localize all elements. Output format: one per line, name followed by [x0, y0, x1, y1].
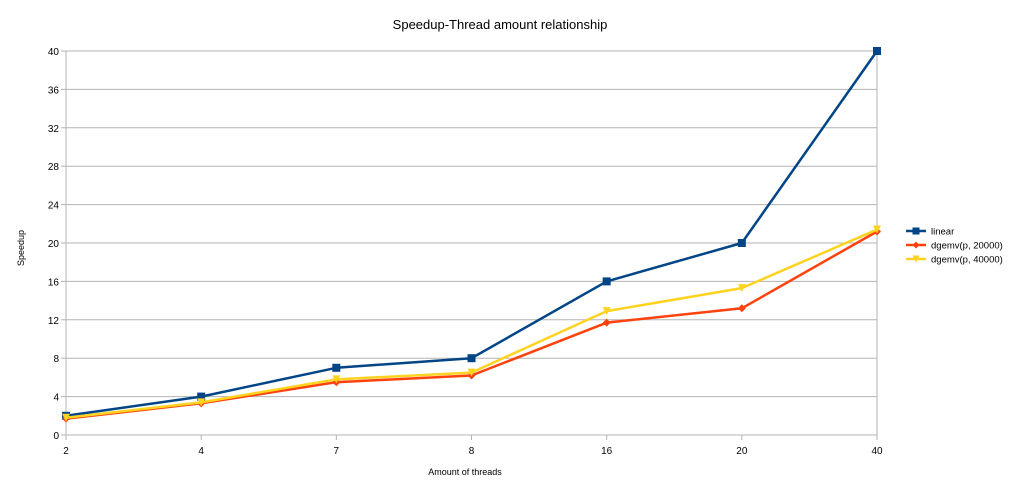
y-tick-label: 0 [53, 431, 59, 442]
x-tick-label: 8 [469, 446, 475, 457]
legend-label: dgemv(p, 40000) [931, 255, 1003, 266]
data-point [467, 368, 476, 377]
data-point [332, 363, 341, 372]
data-point [197, 392, 206, 401]
y-axis-ticks: 0 4 8 12 16 20 24 28 32 36 40 [48, 47, 66, 442]
y-tick-label: 32 [48, 124, 60, 135]
legend-swatch-marker [912, 227, 920, 235]
data-point [873, 47, 881, 55]
series-line [65, 230, 878, 420]
data-point [737, 304, 746, 313]
x-tick-label: 2 [63, 446, 69, 457]
data-point [737, 284, 746, 293]
series-layer [62, 47, 881, 423]
y-tick-label: 24 [48, 201, 60, 212]
legend-swatch-marker [912, 241, 920, 249]
data-point [197, 398, 206, 407]
series-line [65, 228, 878, 419]
data-point [62, 413, 70, 422]
y-tick-label: 40 [48, 47, 60, 58]
chart-title: Speedup-Thread amount relationship [393, 17, 608, 32]
y-tick-label: 4 [53, 393, 59, 404]
x-tick-label: 40 [871, 446, 883, 457]
legend-item: linear [906, 227, 954, 238]
legend-label: dgemv(p, 20000) [931, 241, 1003, 252]
x-axis-label: Amount of threads [428, 467, 502, 477]
legend-item: dgemv(p, 40000) [906, 255, 1003, 266]
data-point [602, 307, 611, 316]
legend-swatch-marker [912, 255, 920, 263]
data-point [602, 277, 611, 286]
series-dgemv-p-20000 [62, 227, 881, 423]
x-tick-label: 7 [334, 446, 340, 457]
legend: linear dgemv(p, 20000) dgemv(p, 40000) [906, 227, 1003, 266]
data-point [737, 239, 746, 247]
x-axis-ticks: 2 4 7 8 16 20 40 [63, 435, 883, 457]
y-tick-label: 28 [48, 162, 60, 173]
data-point [873, 225, 881, 234]
data-point [332, 375, 341, 384]
y-tick-label: 8 [53, 354, 59, 365]
axes [65, 51, 878, 436]
x-tick-label: 4 [198, 446, 204, 457]
data-point [467, 354, 476, 363]
data-point [602, 318, 611, 327]
y-tick-label: 12 [48, 316, 60, 327]
series-dgemv-p-40000 [62, 225, 881, 422]
x-tick-label: 20 [736, 446, 748, 457]
y-tick-label: 20 [48, 239, 60, 250]
y-tick-label: 16 [48, 277, 60, 288]
series-linear [62, 47, 881, 420]
x-tick-label: 16 [601, 446, 613, 457]
legend-label: linear [931, 227, 954, 238]
y-tick-label: 36 [48, 85, 60, 96]
legend-item: dgemv(p, 20000) [906, 241, 1003, 252]
y-axis-label: Speedup [16, 230, 26, 266]
